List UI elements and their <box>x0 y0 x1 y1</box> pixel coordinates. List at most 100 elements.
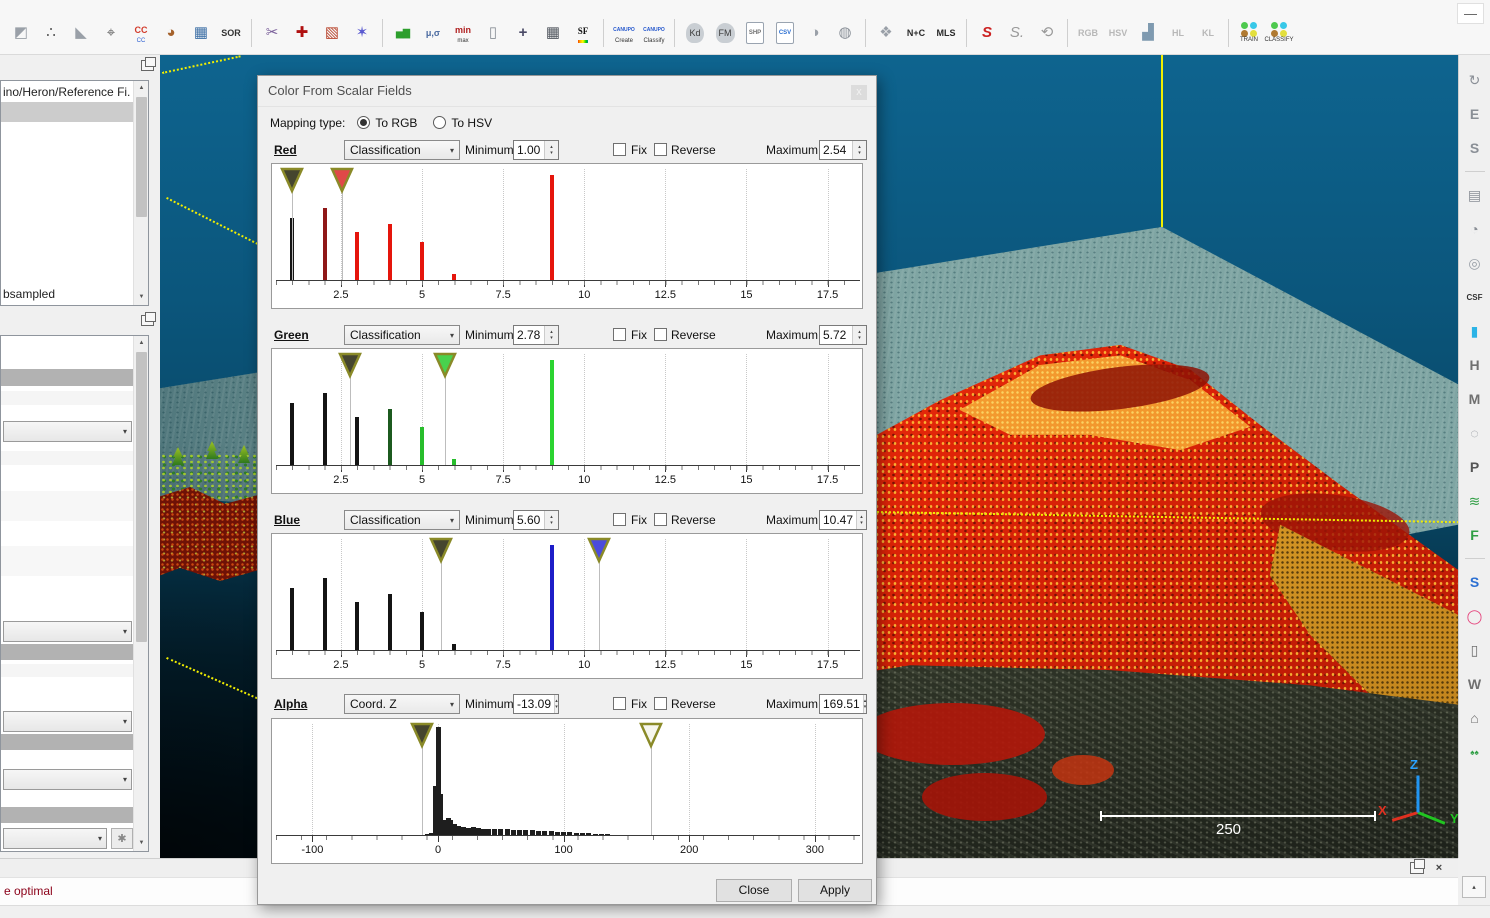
kdtree-icon[interactable]: Kd <box>680 15 710 51</box>
spinner-arrows[interactable]: ▴ ▾ <box>544 326 558 344</box>
float-panel-icon[interactable] <box>1410 859 1425 874</box>
normals-nc-icon[interactable]: N+C <box>901 15 931 51</box>
filter-rgb-icon[interactable]: RGB <box>1073 15 1103 51</box>
spinner-arrows[interactable]: ▴ ▾ <box>852 326 866 344</box>
dialog-close-icon[interactable]: x <box>851 85 867 100</box>
spin-up-icon[interactable]: ▴ <box>863 698 867 704</box>
filter-hsv-icon[interactable]: HSV <box>1103 15 1133 51</box>
masc-classify-icon[interactable]: CLASSIFY <box>1264 15 1294 51</box>
alpha-max-spinbox[interactable]: 169.51 ▴ ▾ <box>819 694 867 714</box>
range-marker-handle[interactable] <box>638 722 663 750</box>
range-marker-handle[interactable] <box>330 167 355 195</box>
red-fix-checkbox[interactable] <box>613 143 626 156</box>
house-icon[interactable]: ⌂ <box>1462 703 1488 733</box>
spline-red-icon[interactable]: S <box>972 15 1002 51</box>
range-marker-handle[interactable] <box>338 352 362 380</box>
m3c2-icon[interactable]: M <box>1462 384 1488 414</box>
spin-down-icon[interactable]: ▾ <box>550 335 553 341</box>
property-row-selected[interactable] <box>1 369 134 386</box>
filter-scalar-icon[interactable]: ▟ <box>1133 15 1163 51</box>
tree-item-reference-file[interactable]: ino/Heron/Reference Fi... <box>3 85 131 99</box>
sphere-wire-icon[interactable]: ◌ <box>1462 418 1488 448</box>
to-hsv-label[interactable]: To HSV <box>451 115 493 130</box>
poisson-recon-icon[interactable]: P <box>1462 452 1488 482</box>
scroll-up-button[interactable]: ▴ <box>1462 876 1486 898</box>
canupo-classify-icon[interactable]: CANUPO Classify <box>639 15 669 51</box>
to-rgb-label[interactable]: To RGB <box>375 115 418 130</box>
section-tool-icon[interactable]: S <box>1462 133 1488 163</box>
spin-up-icon[interactable]: ▴ <box>550 514 553 520</box>
tree-item-selected[interactable] <box>1 102 134 122</box>
fix-label[interactable]: Fix <box>631 513 647 527</box>
lasso-icon[interactable]: ◯ <box>1462 601 1488 631</box>
sf-minmax-icon[interactable]: min max <box>448 15 478 51</box>
properties-panel[interactable]: ▾ ▾ ▾ ▾ ▾ ✱ ▲ ▼ <box>0 335 149 852</box>
csf-plugin-icon[interactable]: CSF <box>1462 282 1488 312</box>
texture-checker-icon[interactable]: ▦ <box>186 15 216 51</box>
property-combobox[interactable]: ▾ <box>3 828 107 849</box>
spin-down-icon[interactable]: ▾ <box>858 150 861 156</box>
blue-max-spinbox[interactable]: 10.47 ▴ ▾ <box>819 510 867 530</box>
render-film-icon[interactable]: ▤ <box>1462 180 1488 210</box>
wlop-icon[interactable]: W <box>1462 669 1488 699</box>
property-row[interactable] <box>1 491 134 521</box>
property-row[interactable] <box>1 664 134 677</box>
green-field-select[interactable]: Classification ▾ <box>344 325 460 345</box>
range-marker-handle[interactable] <box>433 352 458 380</box>
alpha-reverse-checkbox[interactable] <box>654 697 667 710</box>
revolution-icon[interactable]: ⟲ <box>1032 15 1062 51</box>
scroll-up-icon[interactable]: ▲ <box>138 340 145 346</box>
blue-field-select[interactable]: Classification ▾ <box>344 510 460 530</box>
mesh-sampling-icon[interactable]: ◩ <box>6 15 36 51</box>
red-reverse-checkbox[interactable] <box>654 143 667 156</box>
minimize-button[interactable]: — <box>1457 3 1484 24</box>
green-histogram[interactable]: 2.5 5 7.5 10 12.5 15 17.5 <box>271 348 863 494</box>
spin-up-icon[interactable]: ▴ <box>550 329 553 335</box>
red-min-spinbox[interactable]: 1.00 ▴ ▾ <box>513 140 559 160</box>
range-marker-handle[interactable] <box>409 722 434 750</box>
tree-item-subsampled[interactable]: bsampled <box>3 287 56 301</box>
fish-plugin-icon[interactable]: ≋ <box>1462 486 1488 516</box>
reverse-label[interactable]: Reverse <box>671 328 716 342</box>
apply-button[interactable]: Apply <box>798 879 872 902</box>
translate-rotate-icon[interactable]: ✚ <box>287 15 317 51</box>
red-histogram[interactable]: 2.5 5 7.5 10 12.5 15 17.5 <box>271 163 863 309</box>
range-marker-handle[interactable] <box>429 537 454 565</box>
subsample-points-icon[interactable]: ∴ <box>36 15 66 51</box>
fix-label[interactable]: Fix <box>631 143 647 157</box>
property-row[interactable] <box>1 391 134 405</box>
reverse-label[interactable]: Reverse <box>671 697 716 711</box>
interpolate-colors-icon[interactable]: CC CC <box>126 15 156 51</box>
green-fix-checkbox[interactable] <box>613 328 626 341</box>
spinner-arrows[interactable]: ▴ ▾ <box>856 511 866 529</box>
property-combobox[interactable]: ▾ <box>3 421 132 442</box>
mesh-delaunay-icon[interactable]: ◣ <box>66 15 96 51</box>
spin-down-icon[interactable]: ▾ <box>858 335 861 341</box>
green-reverse-checkbox[interactable] <box>654 328 667 341</box>
scrollbar-thumb[interactable] <box>136 352 147 642</box>
shp-file-icon[interactable]: SHP <box>740 15 770 51</box>
close-button[interactable]: Close <box>716 879 792 902</box>
fix-label[interactable]: Fix <box>631 328 647 342</box>
fix-label[interactable]: Fix <box>631 697 647 711</box>
extract-sections-icon[interactable]: ⌖ <box>96 15 126 51</box>
spinner-arrows[interactable]: ▴ ▾ <box>554 695 558 713</box>
properties-scrollbar[interactable]: ▲ ▼ <box>133 336 148 851</box>
green-min-spinbox[interactable]: 2.78 ▴ ▾ <box>513 325 559 345</box>
close-icon[interactable]: × <box>1435 862 1443 874</box>
float-panel-icon[interactable] <box>141 57 156 71</box>
spin-down-icon[interactable]: ▾ <box>555 704 558 710</box>
smooth-mesh-icon[interactable]: ◕ <box>156 15 186 51</box>
spin-down-icon[interactable]: ▾ <box>550 150 553 156</box>
hough-normals-icon[interactable]: H <box>1462 350 1488 380</box>
sf-colorscale-icon[interactable]: SF <box>568 15 598 51</box>
property-row-selected[interactable] <box>1 644 134 660</box>
stats-gaussian-icon[interactable]: μ,σ <box>418 15 448 51</box>
extract-tool-icon[interactable]: E <box>1462 99 1488 129</box>
forest-plugin-icon[interactable]: F <box>1462 520 1488 550</box>
spin-down-icon[interactable]: ▾ <box>860 520 863 526</box>
filter-kl-icon[interactable]: KL <box>1193 15 1223 51</box>
scroll-down-icon[interactable]: ▼ <box>138 294 145 300</box>
scroll-up-icon[interactable]: ▲ <box>138 85 145 91</box>
reverse-label[interactable]: Reverse <box>671 513 716 527</box>
